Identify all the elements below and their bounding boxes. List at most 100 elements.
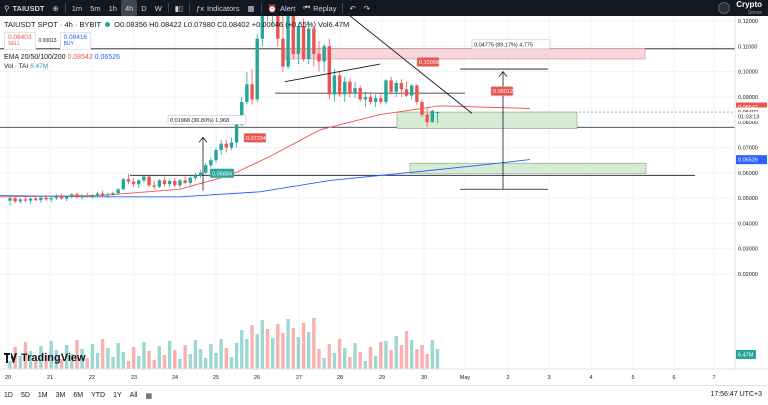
user-avatar-button[interactable] [715,2,730,14]
price-axis[interactable]: 0.12000 0.11000 0.10000 0.09000 0.08000 0.070… [734,16,768,369]
volume-bar [296,337,301,369]
candle-body [301,26,306,59]
sell-label: SELL [8,41,21,47]
range-1d[interactable]: 1D [4,392,13,399]
price-tag-10099-box [416,57,440,67]
range-3m[interactable]: 3M [55,392,66,399]
brand-name: Crypto [736,0,762,9]
legend-symbol[interactable]: TAIUSDT SPOT · 4h · BYBIT [4,20,102,29]
volume-bar [101,339,105,369]
candle-body [147,176,151,186]
range-1y[interactable]: 1Y [113,392,122,399]
volume-bar [317,349,321,369]
volume-bar [379,342,383,369]
candle-body [126,179,131,182]
candle-body [70,194,74,197]
volume-bar [204,358,208,369]
volume-bar [270,338,275,369]
candle-body [8,198,12,201]
volume-bar [75,340,79,369]
interval-d[interactable]: D [141,3,147,13]
time-tick-label: 30 [421,375,427,381]
price-axis-bg [735,16,768,369]
price-tag-10099-text: 0.10099 [419,60,439,66]
range-6m[interactable]: 6M [73,392,84,399]
time-tick-label: May [460,375,471,381]
indicators-button[interactable]: ƒx Indicators [192,0,243,16]
candle-body [312,28,316,54]
candle-body [286,16,290,67]
goto-date-button[interactable]: ▦ [141,392,156,400]
time-tick-label: 4 [589,375,592,381]
volume-bar [404,331,409,369]
candle-body [343,81,347,95]
candle-body [28,198,33,201]
sell-button[interactable]: 0.08403 SELL [4,32,36,50]
candle-body [116,189,120,194]
price-tick-label: 0.06000 [738,171,758,177]
indicators-label: Indicators [206,3,240,13]
candle-body [64,196,69,199]
volume-legend[interactable]: Vol · TAI 6.47M [4,63,349,70]
volume-bar [425,354,429,369]
interval-5m[interactable]: 5m [90,3,101,13]
range-ytd[interactable]: YTD [91,392,106,399]
range-1m[interactable]: 1M [37,392,48,399]
spread-value: 0.00013 [38,38,57,44]
measure-left-label-text: 0.01968 (36.80%) 1,968 [170,118,229,124]
volume-bar [219,339,223,369]
replay-button[interactable]: ⏮ Replay [299,0,340,16]
volume-bar [332,353,337,369]
volume-bar [348,357,352,369]
undo-button[interactable]: ↶ [345,0,359,16]
volume-bar [34,360,38,369]
trendline-upper [349,16,473,114]
price-tag-05884-box [209,168,235,179]
volume-bar [111,357,115,369]
time-tick-label: 27 [296,375,302,381]
volume-bar [28,351,33,369]
volume-bar [131,347,136,369]
volume-bar [142,342,146,369]
candle-body [234,124,239,143]
symbol-search[interactable]: ⚲ TAIUSDT [0,0,48,16]
time-tick-label: 25 [213,375,219,381]
range-5d[interactable]: 5D [20,392,30,399]
alert-button[interactable]: ⏰ Alert [264,0,300,16]
candle-body [260,16,265,39]
candle-body [193,175,198,178]
interval-w[interactable]: W [154,3,162,13]
range-all[interactable]: All [129,392,138,399]
add-symbol-button[interactable]: ⊕ [48,0,62,16]
volume-bar [157,346,162,369]
chart-type-button[interactable]: ▮▯ [171,0,187,16]
volume-bar [90,344,95,369]
candle-body [353,88,357,94]
candle-body [162,180,167,185]
clock-timezone[interactable]: 17:56:47 UTC+3 [710,391,762,398]
volume-bar [394,336,398,369]
time-tick-label: 24 [172,375,178,381]
candle-body [167,180,172,185]
interval-1m[interactable]: 1m [71,3,83,13]
candle-body [178,180,182,186]
redo-button[interactable]: ↷ [360,0,374,16]
vol-label: Vol · TAI [4,63,29,70]
price-tick-label: 0.11000 [738,44,757,50]
price-tag-07234-box [243,133,267,143]
volume-bar [410,340,414,369]
sell-price: 0.08403 [8,34,32,41]
candle-body [389,80,393,92]
time-axis[interactable]: 20 21 22 23 24 25 26 27 28 29 30 May 2 3 4 5 6 7 [0,368,768,381]
volume-bar [178,359,182,369]
price-chart[interactable]: 0.01968 (36.80%) 1,968 0.04775 (89.17%) 4… [0,16,768,385]
volume-bar [152,360,156,369]
ema-legend[interactable]: EMA 20/50/100/200 0.08542 0.06526 [4,54,349,61]
interval-4h[interactable]: 4h [120,0,138,16]
volume-bar [106,348,110,369]
candle-body [80,195,84,198]
buy-button[interactable]: 0.08416 BUY [59,32,92,50]
interval-1h[interactable]: 1h [108,3,117,13]
layouts-button[interactable]: ▦ [244,0,259,16]
time-tick-label: 2 [506,375,509,381]
